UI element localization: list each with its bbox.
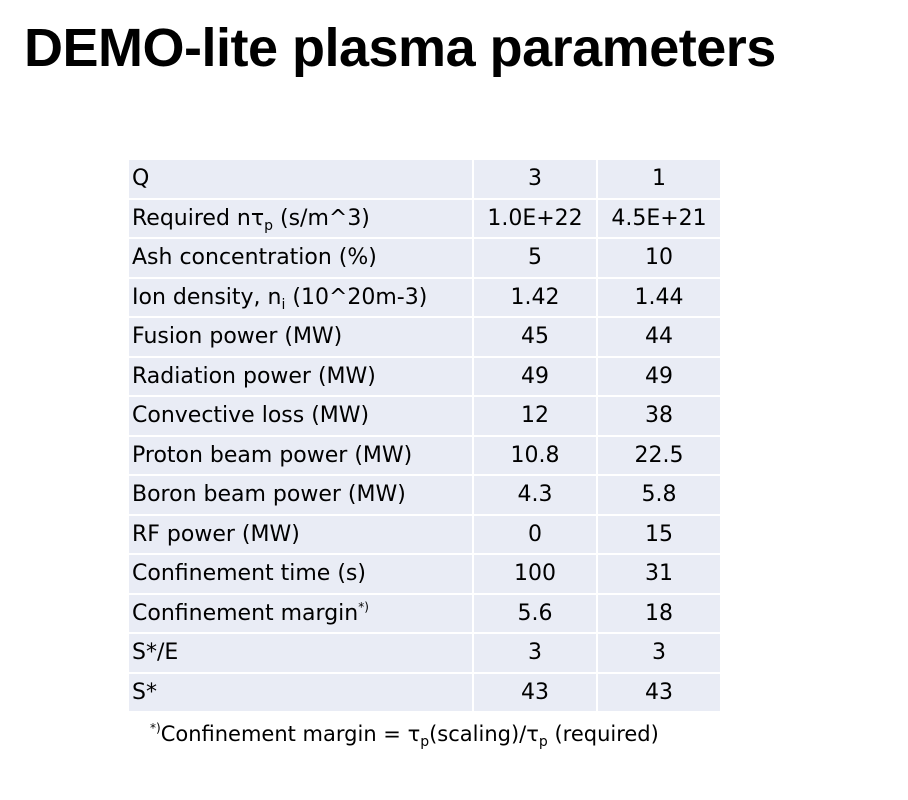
- row-label: S*: [132, 679, 157, 705]
- table-row: Proton beam power (MW) 10.8 22.5: [129, 435, 720, 475]
- footnote: *)Confinement margin = τp(scaling)/τp (r…: [150, 721, 659, 749]
- value-q3: 5.6: [472, 593, 597, 633]
- footnote-text: Confinement margin = τ: [160, 722, 421, 746]
- row-label: Fusion power (MW): [132, 324, 343, 349]
- row-label: Convective loss (MW): [132, 403, 370, 428]
- footnote-subscript: p: [538, 734, 548, 750]
- value-q1: 5.8: [596, 475, 720, 515]
- value-q1: 18: [596, 593, 720, 633]
- value-q1: 10: [596, 238, 720, 278]
- value-q3: 4.3: [472, 475, 597, 515]
- value-q1: 3: [596, 633, 720, 673]
- value-q3: 100: [472, 554, 597, 594]
- value-q1: 1.44: [596, 277, 720, 317]
- value-q3: 3: [472, 160, 597, 199]
- table-row: Convective loss (MW) 12 38: [129, 396, 720, 436]
- label-text: (10^20m-3): [285, 284, 428, 310]
- value-q1: 4.5E+21: [596, 198, 720, 238]
- value-q1: 38: [596, 396, 720, 436]
- value-q1: 43: [596, 672, 720, 711]
- value-q3: 10.8: [472, 435, 597, 475]
- value-q3: 12: [472, 396, 597, 436]
- table-row: S*/E 3 3: [129, 633, 720, 673]
- value-q1: 44: [596, 317, 720, 357]
- value-q1: 49: [596, 356, 720, 396]
- footnote-text: (required): [547, 722, 659, 746]
- label-text: Confinement margin: [132, 600, 359, 626]
- slide-title: DEMO-lite plasma parameters: [24, 18, 776, 78]
- label-text: Required nτ: [132, 205, 265, 231]
- value-q3: 5: [472, 238, 597, 278]
- table-row: Radiation power (MW) 49 49: [129, 356, 720, 396]
- value-q1: 22.5: [596, 435, 720, 475]
- table-row: Ion density, ni (10^20m-3) 1.42 1.44: [129, 277, 720, 318]
- row-label: RF power (MW): [132, 521, 300, 547]
- value-q1: 31: [596, 554, 720, 594]
- label-text: Ion density, n: [132, 284, 282, 310]
- table-row: Q 3 1: [129, 160, 720, 199]
- table-row: Required nτp (s/m^3) 1.0E+22 4.5E+21: [129, 198, 720, 239]
- table-row: Boron beam power (MW) 4.3 5.8: [129, 475, 720, 515]
- table-row: Ash concentration (%) 5 10: [129, 238, 720, 278]
- row-label: Ion density, ni (10^20m-3): [129, 278, 473, 318]
- value-q3: 49: [472, 356, 597, 396]
- row-label: S*/E: [132, 640, 179, 665]
- row-label: Proton beam power (MW): [132, 442, 413, 468]
- value-q3: 0: [472, 514, 597, 554]
- row-label: Ash concentration (%): [132, 245, 377, 270]
- plasma-parameters-table: Q 3 1 Required nτp (s/m^3) 1.0E+22 4.5E+…: [129, 160, 720, 711]
- label-text: (s/m^3): [273, 205, 370, 231]
- row-label: Boron beam power (MW): [132, 482, 406, 507]
- value-q3: 45: [472, 317, 597, 357]
- row-label: Confinement margin*): [129, 594, 473, 634]
- value-q3: 3: [472, 633, 597, 673]
- value-q1: 1: [596, 160, 720, 199]
- footnote-text: (scaling)/τ: [429, 722, 539, 746]
- row-label: Radiation power (MW): [132, 363, 376, 389]
- footnote-marker: *): [150, 721, 161, 735]
- label-superscript: *): [358, 599, 369, 614]
- value-q3: 1.0E+22: [472, 198, 597, 238]
- label-subscript: i: [281, 296, 286, 313]
- table-row: Fusion power (MW) 45 44: [129, 317, 720, 357]
- row-label: Required nτp (s/m^3): [129, 199, 473, 239]
- table-row: Confinement time (s) 100 31: [129, 554, 720, 594]
- value-q3: 43: [472, 672, 597, 711]
- row-label: Confinement time (s): [132, 561, 366, 586]
- table-row: Confinement margin*) 5.6 18: [129, 593, 720, 634]
- value-q1: 15: [596, 514, 720, 554]
- table-row: S* 43 43: [129, 672, 720, 711]
- value-q3: 1.42: [472, 277, 597, 317]
- label-subscript: p: [264, 217, 273, 234]
- footnote-subscript: p: [420, 734, 430, 750]
- row-label: Q: [132, 166, 150, 191]
- table-row: RF power (MW) 0 15: [129, 514, 720, 554]
